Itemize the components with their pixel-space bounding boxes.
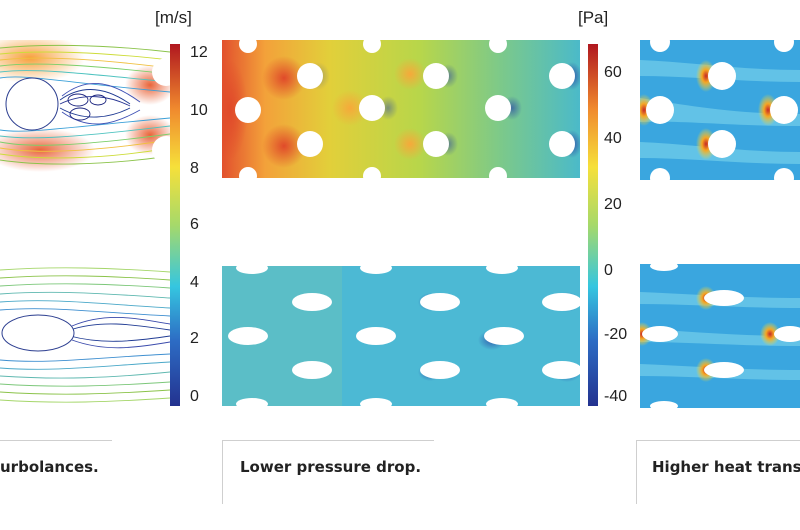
caption-divider [636,440,637,504]
obstacle-circle [152,58,170,86]
pressure-tick: 0 [604,262,613,279]
obstacle-circle [359,95,385,121]
obstacle-circle [708,62,736,90]
obstacle-ellipse [292,361,332,379]
obstacle-circle [297,63,323,89]
velocity-colorbar-unit: [m/s] [155,8,192,27]
obstacle-circle [489,167,507,178]
obstacle-circle [239,40,257,53]
obstacle-ellipse [642,326,678,342]
obstacle-circle [235,97,261,123]
caption-rule [222,440,434,441]
obstacle-ellipse [486,266,518,274]
pressure-field-circular [222,40,580,178]
obstacle-ellipse [704,362,744,378]
obstacle-circle [774,40,794,52]
pressure-colorbar-unit: [Pa] [578,8,609,27]
obstacle-ellipse [236,398,268,406]
obstacle-ellipse [484,327,524,345]
obstacle-ellipse [542,293,580,311]
obstacle-circle [650,168,670,180]
obstacle-circle [489,40,507,53]
obstacle-circle [770,96,798,124]
obstacle-ellipse [486,398,518,406]
caption-left: urbolances. [0,458,99,476]
obstacle-circle [152,136,170,164]
obstacle-ellipse [420,361,460,379]
pressure-tick: -40 [604,388,628,405]
caption-middle: Lower pressure drop. [240,458,422,476]
obstacle-circle [774,168,794,180]
velocity-tick: 6 [190,216,199,233]
pressure-tick: 60 [604,64,622,81]
pressure-field-elliptic [222,266,580,406]
obstacle-ellipse [228,327,268,345]
obstacle-circle [646,96,674,124]
obstacle-circle [363,40,381,53]
heat-field-elliptic [640,264,800,408]
obstacle-circle [363,167,381,178]
velocity-streamlines-circular [0,40,170,180]
heat-field-circular [640,40,800,180]
pressure-field-plot [222,40,580,406]
obstacle-ellipse [650,401,678,408]
velocity-tick: 10 [190,102,208,119]
velocity-streamline-plot [0,40,170,412]
obstacle-ellipse [420,293,460,311]
obstacle-ellipse [1,314,75,352]
heat-transfer-plot [640,40,800,408]
pressure-colorbar [588,44,598,406]
obstacle-ellipse [236,266,268,274]
velocity-tick: 8 [190,160,199,177]
obstacle-ellipse [650,264,678,271]
obstacle-circle [549,63,575,89]
obstacle-circle [485,95,511,121]
obstacle-circle [297,131,323,157]
obstacle-circle [708,130,736,158]
obstacle-circle [650,40,670,52]
caption-rule [636,440,800,441]
caption-right: Higher heat transfe [652,458,800,476]
velocity-colorbar [170,44,180,406]
obstacle-ellipse [360,398,392,406]
obstacle-ellipse [774,326,800,342]
caption-rule [0,440,112,441]
obstacle-circle [5,77,59,131]
obstacle-ellipse [356,327,396,345]
obstacle-circle [423,131,449,157]
velocity-tick: 12 [190,44,208,61]
velocity-tick: 0 [190,388,199,405]
obstacle-circle [239,167,257,178]
obstacle-circle [423,63,449,89]
obstacle-ellipse [360,266,392,274]
obstacle-ellipse [704,290,744,306]
caption-divider [222,440,223,504]
pressure-tick: 20 [604,196,622,213]
velocity-tick: 4 [190,274,199,291]
pressure-tick: 40 [604,130,622,147]
obstacle-circle [549,131,575,157]
velocity-tick: 2 [190,330,199,347]
obstacle-ellipse [292,293,332,311]
obstacle-ellipse [542,361,580,379]
pressure-tick: -20 [604,326,628,343]
velocity-streamlines-elliptic [0,262,170,412]
